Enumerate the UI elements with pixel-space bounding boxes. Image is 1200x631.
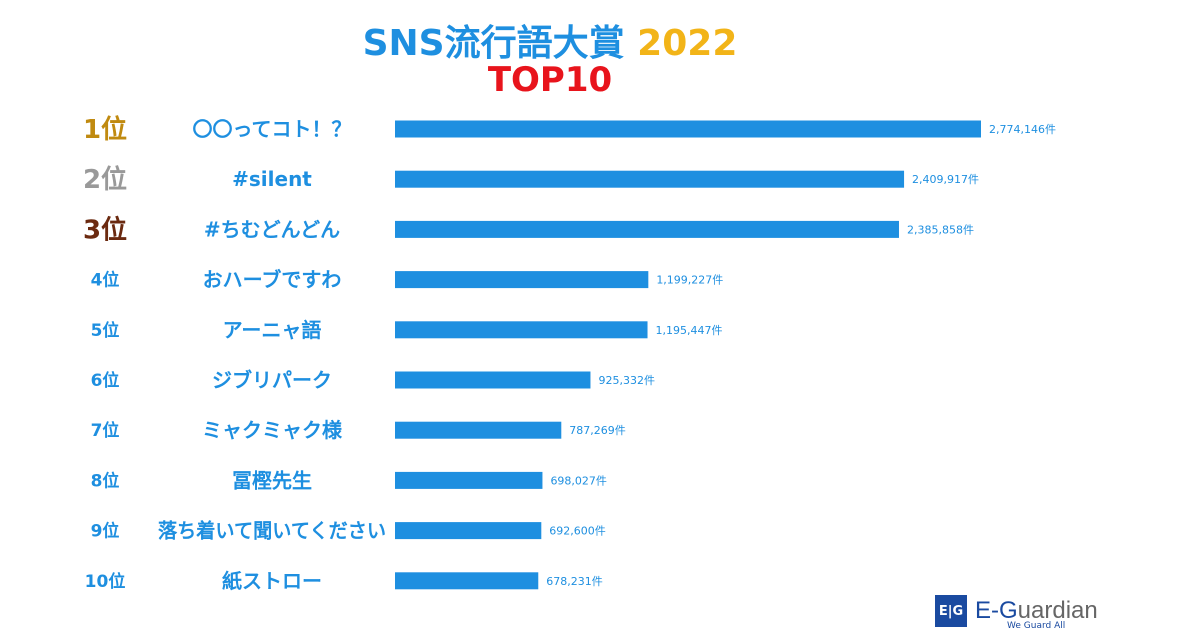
bar <box>395 572 539 590</box>
category-label: #silent <box>232 167 312 191</box>
logo-name: E-Guardian <box>975 597 1098 624</box>
value-label: 692,600件 <box>549 525 606 538</box>
rank-label: 6位 <box>91 370 120 391</box>
e-guardian-logo: E|G E-Guardian We Guard All <box>935 595 1098 631</box>
category-label: 冨樫先生 <box>232 468 312 492</box>
value-label: 2,409,917件 <box>912 173 979 186</box>
title-text: SNS流行語大賞 <box>362 23 625 64</box>
bar <box>395 220 899 238</box>
bar <box>395 371 591 389</box>
bar <box>395 522 542 540</box>
bar <box>395 271 649 289</box>
rank-label: 1位 <box>83 114 127 145</box>
rank-label: 9位 <box>91 521 120 542</box>
chart-title: SNS流行語大賞 2022 <box>0 14 1100 66</box>
chart-subtitle: TOP10 <box>487 60 613 100</box>
category-label: ジブリパーク <box>212 368 332 392</box>
rank-label: 8位 <box>91 470 120 491</box>
category-label: おハーブですわ <box>203 268 342 292</box>
title-year: 2022 <box>637 23 738 64</box>
logo-tagline: We Guard All <box>1007 621 1066 631</box>
bar <box>395 321 648 339</box>
value-label: 2,774,146件 <box>989 123 1056 136</box>
bar <box>395 170 905 188</box>
category-label: 落ち着いて聞いてください <box>158 519 386 543</box>
value-label: 1,199,227件 <box>656 274 723 287</box>
value-label: 1,195,447件 <box>656 324 723 337</box>
rank-label: 10位 <box>85 571 126 592</box>
rank-label: 2位 <box>83 164 127 195</box>
bar <box>395 421 562 439</box>
category-label: 紙ストロー <box>222 569 322 593</box>
rank-label: 5位 <box>91 320 120 341</box>
category-label: ミャクミャク様 <box>202 418 343 442</box>
bar <box>395 471 543 489</box>
logo-mark: E|G <box>935 595 967 627</box>
value-label: 925,332件 <box>598 374 655 387</box>
value-label: 2,385,858件 <box>907 223 974 236</box>
value-label: 698,027件 <box>550 474 607 487</box>
rank-label: 3位 <box>83 214 127 245</box>
category-label: 〇〇ってコト！？ <box>193 117 352 141</box>
category-label: アーニャ語 <box>223 318 322 342</box>
value-label: 678,231件 <box>546 575 603 588</box>
value-label: 787,269件 <box>569 424 626 437</box>
rank-label: 4位 <box>91 270 120 291</box>
bar <box>395 120 981 138</box>
rank-label: 7位 <box>91 420 120 441</box>
category-label: #ちむどんどん <box>204 217 340 241</box>
